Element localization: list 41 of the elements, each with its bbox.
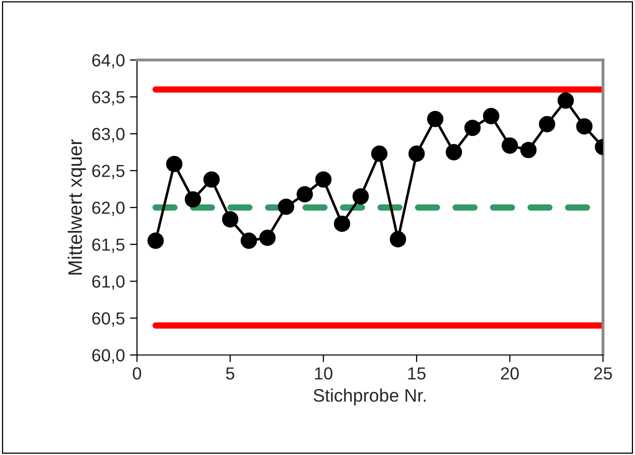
point <box>315 171 332 188</box>
point <box>184 191 202 208</box>
point <box>538 116 556 132</box>
point <box>334 216 350 232</box>
x-tick-label: 20 <box>501 367 519 380</box>
point <box>408 146 425 162</box>
point <box>576 118 593 135</box>
point <box>203 171 220 188</box>
point <box>483 108 500 124</box>
x-tick-label: 25 <box>594 367 612 380</box>
y-axis-title: Mittelwert xquer <box>68 139 86 275</box>
y-tick-label: 63,5 <box>92 91 124 106</box>
point <box>520 142 537 158</box>
point <box>464 120 481 136</box>
point <box>427 110 444 128</box>
x-tick-label: 5 <box>226 367 234 380</box>
x-tick-label: 15 <box>408 367 426 380</box>
point <box>240 232 257 249</box>
point <box>502 137 518 154</box>
point <box>278 198 294 215</box>
point <box>259 230 276 246</box>
y-tick-label: 63,0 <box>92 128 125 142</box>
point <box>390 231 406 248</box>
y-tick-label: 64,0 <box>92 54 125 69</box>
point <box>222 211 238 228</box>
y-tick-label: 62,5 <box>92 164 124 180</box>
x-tick-label: 10 <box>315 367 332 380</box>
point <box>147 232 164 249</box>
x-tick-label: 0 <box>132 367 142 380</box>
point <box>166 156 182 172</box>
x-axis-title: Stichprobe Nr. <box>314 388 426 406</box>
point <box>296 186 313 202</box>
y-tick-label: 61,5 <box>92 238 124 253</box>
y-tick-label: 62,0 <box>92 202 125 216</box>
y-tick-label: 61,0 <box>92 275 125 290</box>
point <box>558 92 574 109</box>
point <box>352 188 369 205</box>
point <box>371 146 388 162</box>
y-tick-label: 60,5 <box>92 312 124 327</box>
y-tick-label: 60,0 <box>92 349 125 364</box>
point <box>446 144 462 160</box>
